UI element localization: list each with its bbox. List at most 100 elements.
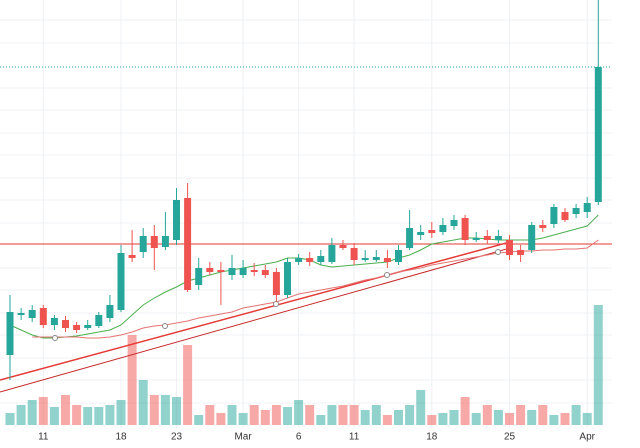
candle-body <box>117 253 125 310</box>
candle-body <box>361 258 369 260</box>
candle-body <box>439 225 447 232</box>
volume-bar <box>249 405 259 425</box>
volume-bar <box>16 405 26 425</box>
volume-bar <box>5 413 15 425</box>
candle-body <box>228 268 236 275</box>
candle-body <box>494 236 502 240</box>
candle-body <box>594 67 602 202</box>
volume-bar <box>516 405 526 425</box>
volume-bar <box>460 397 470 425</box>
candle-body <box>428 230 436 233</box>
x-tick-label: 6 <box>296 432 302 443</box>
candle-body <box>417 232 425 235</box>
volume-bar <box>127 335 137 425</box>
candle-body <box>6 312 14 355</box>
volume-bar <box>27 400 37 425</box>
volume-bar <box>183 345 193 425</box>
candle-body <box>73 325 81 330</box>
volume-bar <box>138 380 148 425</box>
candle-body <box>372 257 380 260</box>
candle-body <box>150 236 158 248</box>
x-tick-label: 18 <box>115 432 127 443</box>
candle-body <box>583 203 591 212</box>
marker <box>162 323 168 329</box>
volume-bar <box>482 405 492 425</box>
volume-bar <box>49 407 59 425</box>
volume-bar <box>438 413 448 425</box>
volume-bar <box>427 415 437 425</box>
candle-body <box>272 272 280 295</box>
volume-bar <box>105 405 115 425</box>
candle-body <box>339 245 347 248</box>
candle-body <box>39 308 47 325</box>
volume-bar <box>194 415 204 425</box>
candle-body <box>62 320 69 328</box>
x-tick-label: 23 <box>171 432 183 443</box>
candle-body <box>306 258 314 262</box>
candle-body <box>173 200 180 240</box>
volume-bar <box>505 413 514 425</box>
candle-body <box>472 238 480 240</box>
candle-body <box>483 236 491 240</box>
candle-body <box>139 236 147 252</box>
candle-body <box>17 313 25 315</box>
candle-body <box>295 258 303 262</box>
volume-bar <box>149 395 159 425</box>
volume-bar <box>94 407 104 425</box>
candle-body <box>28 310 36 318</box>
volume-bar <box>560 413 570 425</box>
volume-bar <box>360 410 370 425</box>
volume-bar <box>493 410 503 425</box>
candle-body <box>539 225 547 228</box>
candle-body <box>195 268 203 285</box>
volume-bar <box>271 405 281 425</box>
x-axis: 11 18 23 Mar 6 11 18 25 Apr <box>38 432 596 443</box>
volume-bar <box>172 397 181 425</box>
trend-line <box>0 247 511 393</box>
volume-bar <box>160 395 170 425</box>
volume-bars <box>5 305 603 425</box>
candle-body <box>528 225 536 250</box>
candle-body <box>184 198 192 290</box>
candle-body <box>250 270 258 272</box>
volume-bar <box>83 407 93 425</box>
candle-body <box>395 250 402 262</box>
candle-body <box>317 256 325 262</box>
volume-bar <box>571 405 581 425</box>
volume-bar <box>316 415 326 425</box>
candle-body <box>106 305 114 318</box>
volume-bar <box>238 413 248 425</box>
volume-bar <box>216 413 226 425</box>
volume-bar <box>283 407 292 425</box>
candle-body <box>572 208 580 214</box>
volume-bar <box>327 405 337 425</box>
candle-body <box>128 255 136 258</box>
volume-bar <box>449 410 459 425</box>
markers <box>52 249 501 341</box>
candle-body <box>561 212 569 220</box>
trend-line <box>0 241 511 381</box>
candle-body <box>206 268 214 272</box>
volume-bar <box>538 405 548 425</box>
volume-bar <box>582 413 592 425</box>
candles <box>0 0 612 380</box>
x-tick-label: 11 <box>349 432 360 443</box>
volume-bar <box>593 305 603 425</box>
marker <box>52 335 58 341</box>
x-tick-label: Apr <box>579 432 595 443</box>
volume-bar <box>394 410 403 425</box>
volume-bar <box>205 405 215 425</box>
marker <box>495 249 501 255</box>
candle-body <box>217 270 225 272</box>
volume-bar <box>338 405 348 425</box>
volume-bar <box>294 400 304 425</box>
volume-bar <box>61 395 70 425</box>
volume-bar <box>72 405 82 425</box>
x-tick-label: 25 <box>504 432 516 443</box>
volume-bar <box>405 405 415 425</box>
volume-bar <box>371 405 381 425</box>
moving-average-line <box>32 239 599 339</box>
volume-bar <box>227 405 237 425</box>
candle-body <box>506 240 513 255</box>
